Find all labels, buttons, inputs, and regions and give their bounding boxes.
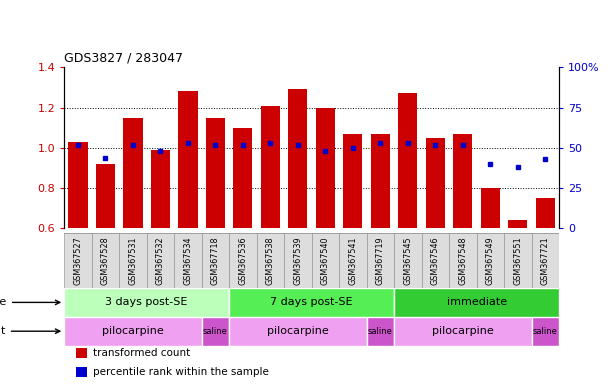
Bar: [64, 288, 229, 317]
Text: pilocarpine: pilocarpine: [267, 326, 329, 336]
Bar: [119, 233, 147, 288]
Text: percentile rank within the sample: percentile rank within the sample: [93, 367, 269, 377]
Bar: [229, 288, 394, 317]
Text: GDS3827 / 283047: GDS3827 / 283047: [64, 51, 183, 65]
Bar: [312, 233, 339, 288]
Bar: [532, 317, 559, 346]
Text: GSM367551: GSM367551: [513, 236, 522, 285]
Bar: [477, 233, 504, 288]
Text: GSM367721: GSM367721: [541, 236, 550, 285]
Bar: [64, 233, 92, 288]
Bar: [394, 288, 559, 317]
Text: GSM367548: GSM367548: [458, 237, 467, 285]
Bar: [233, 127, 252, 228]
Text: GSM367536: GSM367536: [238, 237, 247, 285]
Text: GSM367534: GSM367534: [183, 237, 192, 285]
Bar: [394, 317, 532, 346]
Text: saline: saline: [368, 327, 393, 336]
Bar: [532, 233, 559, 288]
Text: pilocarpine: pilocarpine: [432, 326, 494, 336]
Text: GSM367527: GSM367527: [73, 236, 82, 285]
Text: GSM367541: GSM367541: [348, 237, 357, 285]
Bar: [426, 138, 445, 228]
Bar: [481, 188, 500, 228]
Bar: [151, 150, 170, 228]
Bar: [343, 134, 362, 228]
Bar: [206, 118, 225, 228]
Text: GSM367528: GSM367528: [101, 236, 110, 285]
Text: GSM367540: GSM367540: [321, 237, 330, 285]
Bar: [394, 233, 422, 288]
Bar: [453, 134, 472, 228]
Bar: [367, 317, 394, 346]
Bar: [261, 106, 280, 228]
Bar: [123, 118, 142, 228]
Text: pilocarpine: pilocarpine: [102, 326, 164, 336]
Text: GSM367538: GSM367538: [266, 237, 275, 285]
Bar: [96, 164, 115, 228]
Text: saline: saline: [203, 327, 228, 336]
Bar: [92, 233, 119, 288]
Text: agent: agent: [0, 326, 60, 336]
Text: GSM367719: GSM367719: [376, 236, 385, 285]
Text: immediate: immediate: [447, 297, 507, 308]
Bar: [174, 233, 202, 288]
Bar: [257, 233, 284, 288]
Text: 3 days post-SE: 3 days post-SE: [106, 297, 188, 308]
Bar: [229, 233, 257, 288]
Text: GSM367546: GSM367546: [431, 237, 440, 285]
Bar: [504, 233, 532, 288]
Text: GSM367718: GSM367718: [211, 237, 220, 285]
Text: 7 days post-SE: 7 days post-SE: [270, 297, 353, 308]
Bar: [202, 317, 229, 346]
Bar: [536, 198, 555, 228]
Bar: [147, 233, 174, 288]
Bar: [178, 91, 197, 228]
Bar: [202, 233, 229, 288]
Text: transformed count: transformed count: [93, 348, 191, 358]
Bar: [422, 233, 449, 288]
Text: GSM367531: GSM367531: [128, 237, 137, 285]
Bar: [284, 233, 312, 288]
Bar: [371, 134, 390, 228]
Bar: [68, 142, 87, 228]
Bar: [339, 233, 367, 288]
Text: GSM367549: GSM367549: [486, 236, 495, 285]
Text: saline: saline: [533, 327, 558, 336]
Text: GSM367545: GSM367545: [403, 236, 412, 285]
Text: time: time: [0, 297, 60, 308]
Bar: [64, 317, 202, 346]
Bar: [508, 220, 527, 228]
Bar: [367, 233, 394, 288]
Bar: [398, 93, 417, 228]
Text: GSM367539: GSM367539: [293, 236, 302, 285]
Text: GSM367532: GSM367532: [156, 236, 165, 285]
Bar: [449, 233, 477, 288]
Bar: [76, 348, 87, 358]
Bar: [288, 89, 307, 228]
Bar: [229, 317, 367, 346]
Bar: [76, 367, 87, 377]
Bar: [316, 108, 335, 228]
